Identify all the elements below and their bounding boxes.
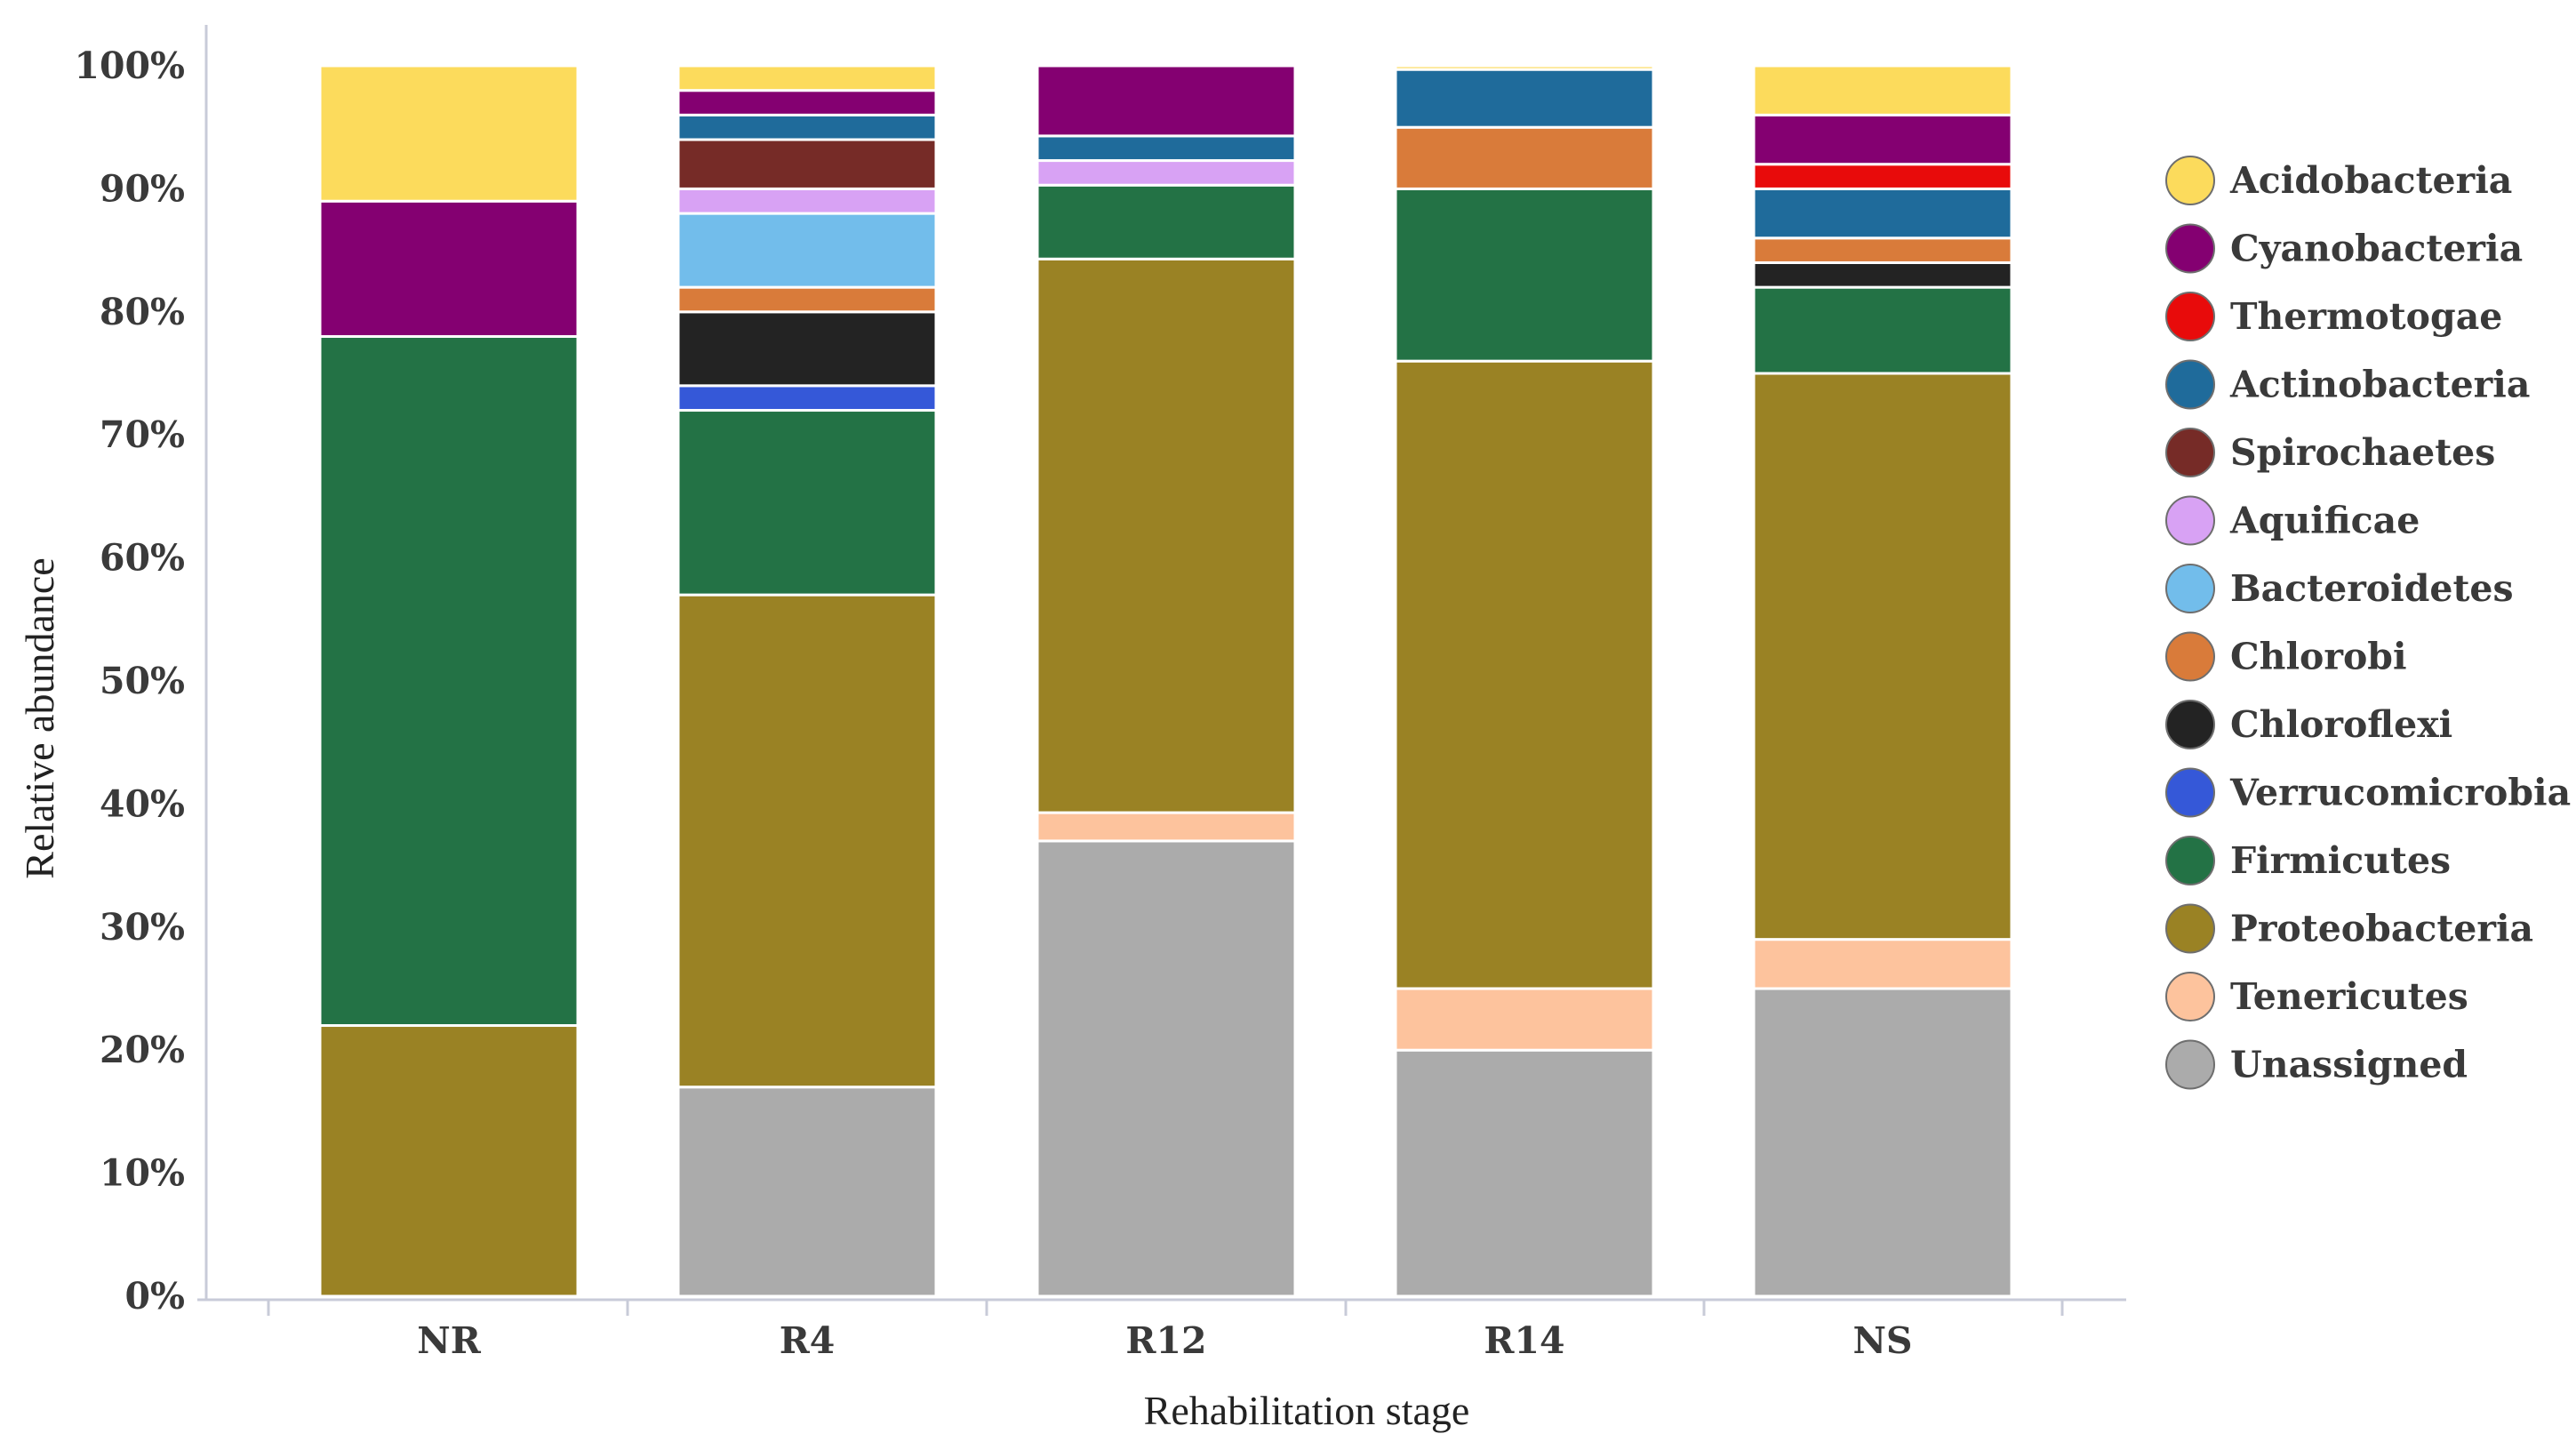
x-tick-label-r12: R12 xyxy=(1125,1319,1206,1362)
bar-segment-r12-firmicutes xyxy=(1036,183,1297,260)
bar-segment-ns-unassigned xyxy=(1752,987,2013,1298)
bar-segment-r14-tenericutes xyxy=(1394,987,1655,1052)
y-axis-ticks: 0% 10% 20% 30% 40% 50% 60% 70% 80% 90% 100% xyxy=(74,44,185,1318)
legend-label-chlorobi: Chlorobi xyxy=(2230,636,2407,678)
bar-segment-ns-acidobacteria xyxy=(1752,64,2013,116)
y-tick-label: 80% xyxy=(100,291,185,333)
legend-label-bacteroidetes: Bacteroidetes xyxy=(2230,567,2514,610)
y-tick-label: 30% xyxy=(100,906,185,949)
legend-marker-verrucomicrobia xyxy=(2165,767,2215,818)
x-tick-label-r4: R4 xyxy=(780,1319,836,1362)
legend: Acidobacteria Cyanobacteria Thermotogae Act… xyxy=(2165,156,2571,1090)
bar-segment-r12-unassigned xyxy=(1036,839,1297,1298)
bar-segment-nr-cyanobacteria xyxy=(318,199,580,338)
bar-segment-r14-chlorobi xyxy=(1394,125,1655,190)
bar-segment-r12-tenericutes xyxy=(1036,811,1297,843)
legend-marker-bacteroidetes xyxy=(2165,564,2215,613)
x-tick-label-r14: R14 xyxy=(1484,1319,1564,1362)
bar-segment-r14-acidobacteria xyxy=(1394,64,1655,71)
legend-marker-chlorobi xyxy=(2165,631,2215,682)
y-tick-label: 0% xyxy=(125,1275,186,1318)
legend-label-actinobacteria: Actinobacteria xyxy=(2229,364,2530,406)
legend-marker-tenericutes xyxy=(2165,972,2215,1021)
bar-segment-ns-thermotogae xyxy=(1752,163,2013,190)
y-tick-label: 100% xyxy=(74,44,185,87)
bar-segment-r4-bacteroidetes xyxy=(676,212,938,289)
legend-label-verrucomicrobia: Verrucomicrobia xyxy=(2229,772,2571,814)
bar-segment-r4-chlorobi xyxy=(676,285,938,314)
bar-segment-r4-chloroflexi xyxy=(676,310,938,388)
legend-marker-thermotogae xyxy=(2165,292,2215,341)
legend-marker-proteobacteria xyxy=(2165,903,2215,954)
y-tick-label: 60% xyxy=(100,537,185,580)
bar-segment-r12-aquificae xyxy=(1036,159,1297,187)
legend-label-aquificae: Aquificae xyxy=(2229,500,2420,542)
legend-marker-acidobacteria xyxy=(2165,156,2215,205)
x-axis-ticks: NR R4 R12 R14 NS xyxy=(267,1300,2064,1362)
bar-segment-ns-firmicutes xyxy=(1752,285,2013,375)
bar-segment-nr-acidobacteria xyxy=(318,64,580,203)
bar-segment-r4-cyanobacteria xyxy=(676,89,938,116)
legend-marker-spirochaetes xyxy=(2165,428,2215,477)
bar-segment-r12-actinobacteria xyxy=(1036,134,1297,163)
legend-marker-chloroflexi xyxy=(2165,700,2215,749)
legend-label-thermotogae: Thermotogae xyxy=(2230,295,2502,338)
legend-label-unassigned: Unassigned xyxy=(2230,1044,2468,1086)
legend-marker-unassigned xyxy=(2165,1039,2215,1090)
bar-segment-r14-firmicutes xyxy=(1394,187,1655,363)
legend-marker-cyanobacteria xyxy=(2165,223,2215,274)
bar-segment-ns-chloroflexi xyxy=(1752,260,2013,289)
bar-segment-r4-unassigned xyxy=(676,1086,938,1298)
legend-label-acidobacteria: Acidobacteria xyxy=(2229,159,2512,202)
bar-segment-nr-proteobacteria xyxy=(318,1024,580,1298)
bar-segment-r12-proteobacteria xyxy=(1036,257,1297,814)
bar-segment-r4-acidobacteria xyxy=(676,64,938,92)
bar-segment-r4-proteobacteria xyxy=(676,593,938,1089)
bar-segment-ns-actinobacteria xyxy=(1752,187,2013,240)
bar-segment-r4-firmicutes xyxy=(676,409,938,597)
bar-segment-nr-firmicutes xyxy=(318,334,580,1028)
bar-segment-ns-tenericutes xyxy=(1752,938,2013,990)
legend-label-cyanobacteria: Cyanobacteria xyxy=(2230,228,2523,270)
legend-marker-actinobacteria xyxy=(2165,359,2215,410)
x-axis-title: Rehabilitation stage xyxy=(1144,1388,1470,1433)
legend-label-proteobacteria: Proteobacteria xyxy=(2230,908,2533,950)
y-tick-label: 10% xyxy=(100,1152,185,1195)
bar-segment-ns-proteobacteria xyxy=(1752,372,2013,941)
x-tick-label-ns: NS xyxy=(1852,1319,1912,1362)
y-tick-label: 50% xyxy=(100,660,185,702)
y-tick-label: 90% xyxy=(100,167,185,210)
y-tick-label: 70% xyxy=(100,413,185,456)
x-tick-label-nr: NR xyxy=(417,1319,481,1362)
bar-segment-r14-actinobacteria xyxy=(1394,68,1655,129)
legend-marker-firmicutes xyxy=(2165,836,2215,885)
axes xyxy=(197,25,2126,1302)
bar-segment-r4-actinobacteria xyxy=(676,113,938,141)
bar-segment-r14-proteobacteria xyxy=(1394,359,1655,990)
bar-segment-r14-unassigned xyxy=(1394,1048,1655,1298)
legend-label-tenericutes: Tenericutes xyxy=(2230,975,2468,1018)
y-tick-label: 40% xyxy=(100,782,185,825)
legend-label-chloroflexi: Chloroflexi xyxy=(2230,703,2452,746)
legend-marker-aquificae xyxy=(2165,495,2215,546)
bar-segment-r4-spirochaetes xyxy=(676,138,938,190)
y-tick-label: 20% xyxy=(100,1029,185,1071)
bar-segment-ns-chlorobi xyxy=(1752,236,2013,264)
legend-label-spirochaetes: Spirochaetes xyxy=(2230,431,2495,474)
bar-segment-r4-aquificae xyxy=(676,187,938,215)
bar-segment-r12-cyanobacteria xyxy=(1036,64,1297,138)
bar-segment-r4-verrucomicrobia xyxy=(676,384,938,413)
legend-label-firmicutes: Firmicutes xyxy=(2230,839,2451,882)
y-axis-title: Relative abundance xyxy=(17,557,62,878)
bar-segment-ns-cyanobacteria xyxy=(1752,113,2013,166)
bars-group xyxy=(318,64,2013,1298)
